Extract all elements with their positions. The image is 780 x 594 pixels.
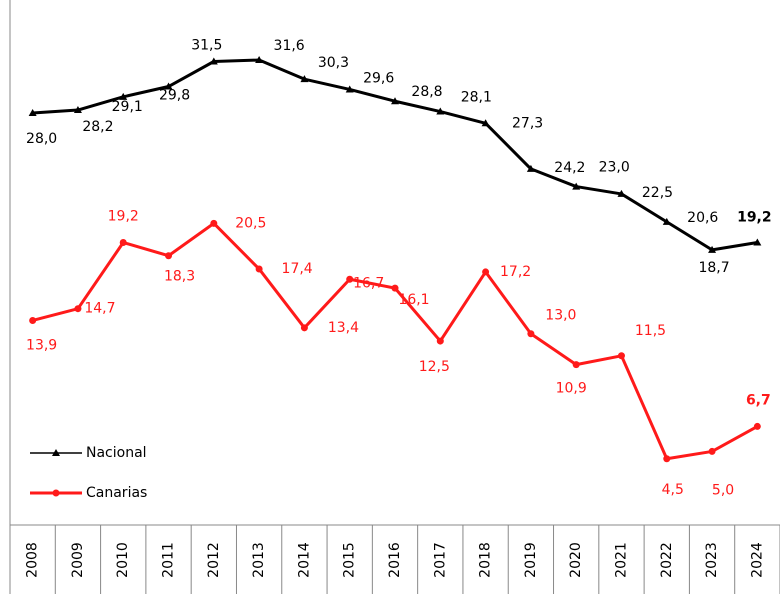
data-label: 28,1 [461,90,492,106]
legend-label: Canarias [86,485,147,501]
point [255,56,264,64]
point [300,75,309,83]
data-label: 13,4 [328,320,359,336]
point [436,107,445,115]
x-tick-label: 2016 [387,542,403,578]
data-label: 23,0 [599,160,630,176]
data-label: 5,0 [712,482,734,498]
x-tick-label: 2008 [25,542,41,578]
x-tick-label: 2014 [296,542,312,578]
point [481,119,490,127]
data-label: 29,6 [363,70,394,86]
point [74,305,82,313]
data-label: 29,1 [112,99,143,115]
point [391,284,399,292]
series-line [32,221,759,461]
x-tick-label: 2011 [161,542,177,578]
point [572,182,581,190]
data-label: 28,0 [26,131,57,147]
data-label: 13,0 [545,308,576,324]
x-tick-label: 2023 [704,542,720,578]
point [119,238,127,246]
series-line [32,58,758,252]
data-label: 17,4 [282,261,313,277]
data-label: 10,9 [556,381,587,397]
x-tick-label: 2020 [568,542,584,578]
data-label: 30,3 [318,55,349,71]
data-label: 4,5 [662,482,684,498]
point [617,189,626,197]
data-label: 11,5 [635,323,666,339]
point [572,361,580,369]
x-tick-label: 2019 [523,542,539,578]
point [346,275,354,283]
point [617,352,625,360]
data-label: 18,7 [698,260,729,276]
x-tick-label: 2009 [70,542,86,578]
point [73,106,82,114]
data-label: 20,5 [235,215,266,231]
x-tick-label: 2017 [432,542,448,578]
data-label: 16,1 [398,292,429,308]
data-label: 17,2 [500,264,531,280]
point [255,265,263,273]
point [527,330,535,338]
data-label: 29,8 [159,88,190,104]
data-label: 24,2 [554,160,585,176]
point [526,164,535,172]
data-label: 28,2 [82,119,113,135]
point [28,109,37,116]
data-label: 16,7 [353,275,384,291]
x-tick-label: 2013 [251,542,267,578]
point [210,219,218,227]
legend-label: Nacional [86,445,147,461]
point [662,217,671,225]
point [209,57,218,65]
x-tick-label: 2010 [115,542,131,578]
x-tick-label: 2012 [206,542,222,578]
legend-marker [52,489,60,497]
point [753,238,762,246]
data-label: 14,7 [84,301,115,317]
data-label: 27,3 [512,115,543,131]
data-label: 28,8 [411,84,442,100]
point [663,455,671,463]
point [165,252,173,260]
point [708,245,717,253]
point [436,337,444,345]
data-label: 13,9 [26,337,57,353]
data-label: 22,5 [642,185,673,201]
point [29,316,37,324]
data-label: 19,2 [108,208,139,224]
x-tick-label: 2018 [478,542,494,578]
x-tick-label: 2022 [659,542,675,578]
point [708,447,716,455]
point [753,422,761,430]
point [391,97,399,105]
point [300,324,308,332]
point [345,85,354,93]
data-label: 18,3 [164,269,195,285]
x-tick-label: 2015 [342,542,358,578]
data-label: 31,5 [191,38,222,54]
data-label: 31,6 [274,38,305,54]
x-tick-label: 2024 [749,542,765,578]
data-label: 6,7 [746,392,771,408]
data-label: 20,6 [687,210,718,226]
point [119,92,128,100]
point [164,82,173,90]
data-label: 12,5 [419,359,450,375]
data-label: 19,2 [737,209,772,225]
x-tick-label: 2021 [613,542,629,578]
point [482,268,490,276]
legend-marker [52,449,60,456]
